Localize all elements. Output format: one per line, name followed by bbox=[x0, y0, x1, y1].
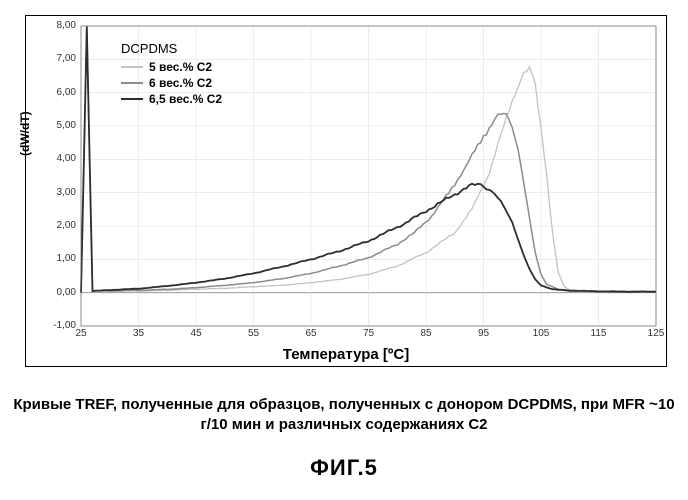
y-tick-label: 4,00 bbox=[46, 153, 76, 164]
y-tick-label: 6,00 bbox=[46, 87, 76, 98]
legend: DCPDMS 5 вес.% C2 6 вес.% C2 6,5 вес.% C2 bbox=[121, 41, 222, 108]
x-tick-label: 85 bbox=[414, 328, 438, 339]
legend-item: 5 вес.% C2 bbox=[121, 60, 222, 74]
x-tick-label: 95 bbox=[472, 328, 496, 339]
x-tick-label: 25 bbox=[69, 328, 93, 339]
x-tick-label: 125 bbox=[644, 328, 668, 339]
figure-caption: Кривые TREF, полученные для образцов, по… bbox=[0, 395, 688, 436]
y-tick-label: 7,00 bbox=[46, 53, 76, 64]
x-tick-label: 35 bbox=[127, 328, 151, 339]
legend-label: 5 вес.% C2 bbox=[149, 60, 212, 74]
x-tick-label: 45 bbox=[184, 328, 208, 339]
x-tick-label: 115 bbox=[587, 328, 611, 339]
y-tick-label: 2,00 bbox=[46, 220, 76, 231]
x-tick-label: 75 bbox=[357, 328, 381, 339]
legend-swatch bbox=[121, 66, 143, 68]
x-axis-label: Температура [ºC] bbox=[26, 346, 666, 363]
y-tick-label: 3,00 bbox=[46, 187, 76, 198]
y-tick-label: 1,00 bbox=[46, 253, 76, 264]
legend-swatch bbox=[121, 98, 143, 100]
legend-swatch bbox=[121, 82, 143, 84]
figure-number: ФИГ.5 bbox=[0, 455, 688, 481]
legend-item: 6,5 вес.% C2 bbox=[121, 92, 222, 106]
legend-item: 6 вес.% C2 bbox=[121, 76, 222, 90]
x-tick-label: 105 bbox=[529, 328, 553, 339]
figure-wrap: (dW/dT) Температура [ºC] DCPDMS 5 вес.% … bbox=[0, 0, 688, 500]
y-tick-label: 0,00 bbox=[46, 287, 76, 298]
y-axis-label: (dW/dT) bbox=[18, 111, 32, 156]
legend-title: DCPDMS bbox=[121, 41, 222, 56]
chart-panel: (dW/dT) Температура [ºC] DCPDMS 5 вес.% … bbox=[25, 15, 667, 367]
x-tick-label: 65 bbox=[299, 328, 323, 339]
legend-label: 6 вес.% C2 bbox=[149, 76, 212, 90]
y-tick-label: 8,00 bbox=[46, 20, 76, 31]
legend-label: 6,5 вес.% C2 bbox=[149, 92, 222, 106]
y-tick-label: 5,00 bbox=[46, 120, 76, 131]
x-tick-label: 55 bbox=[242, 328, 266, 339]
